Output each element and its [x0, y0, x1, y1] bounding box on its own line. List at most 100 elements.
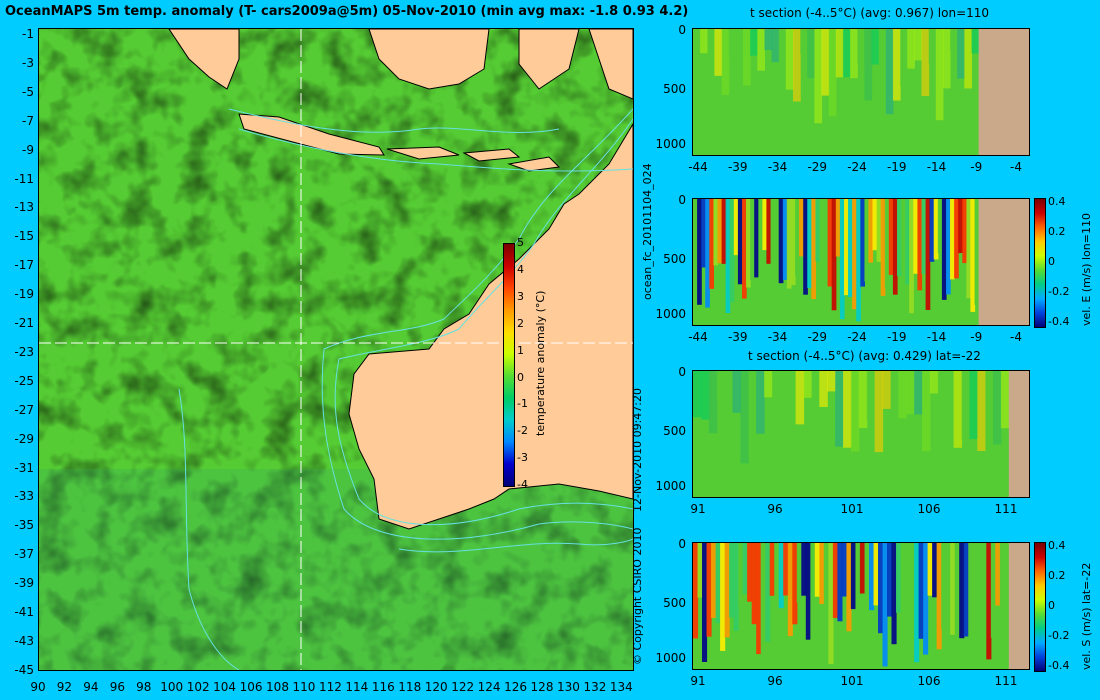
section-cell: [821, 29, 830, 96]
section-cell: [814, 543, 820, 597]
section-land: [978, 199, 1029, 325]
section-cell: [819, 199, 825, 266]
section-cell: [772, 371, 781, 399]
section-cell: [927, 543, 933, 596]
map-lon-tick-label: 114: [345, 680, 369, 694]
panel-y-tick-label: 1000: [655, 137, 686, 151]
section-cell: [786, 199, 792, 289]
section-cell: [878, 29, 887, 109]
section-plot[interactable]: [692, 542, 1030, 670]
section-plot[interactable]: [692, 370, 1030, 498]
section-heatmap: [693, 543, 1029, 669]
map-lat-tick-label: -21: [14, 316, 34, 330]
section-cell: [848, 199, 853, 298]
section-cell: [864, 199, 870, 282]
section-cell: [748, 371, 757, 457]
section-heatmap: [693, 371, 1029, 497]
section-cell: [882, 371, 891, 409]
section-cell: [762, 199, 768, 251]
section-cell: [892, 29, 901, 101]
bathymetry-contours: [178, 108, 633, 670]
map-lon-tick-label: 130: [557, 680, 580, 694]
section-cell: [792, 543, 798, 625]
section-plot[interactable]: [692, 198, 1030, 326]
section-cell: [874, 371, 884, 453]
section-cell: [1004, 543, 1010, 612]
map-lon-tick-label: 108: [266, 680, 289, 694]
section-cell: [793, 29, 801, 102]
section-cell: [937, 371, 947, 411]
section-cell: [737, 199, 743, 285]
velocity-colorbar-tick-label: 0.2: [1048, 569, 1066, 582]
section-cell: [697, 543, 703, 598]
section-cell: [868, 199, 874, 263]
land: [168, 29, 633, 530]
section-cell: [946, 199, 951, 295]
section-cell: [917, 199, 923, 291]
section-cell: [778, 199, 784, 284]
section-cell: [764, 371, 773, 398]
panel-x-tick-label: -24: [847, 160, 867, 174]
section-cell: [832, 543, 838, 618]
section-cell: [850, 371, 860, 452]
section-cell: [859, 543, 865, 594]
map-lon-tick-label: 116: [371, 680, 395, 694]
map-lon-tick-label: 118: [398, 680, 422, 694]
temperature-anomaly-map: [39, 29, 633, 670]
panel-y-tick-label: 1000: [655, 307, 686, 321]
section-cell: [800, 29, 808, 55]
section-cell: [964, 29, 972, 89]
section-cell: [735, 29, 744, 78]
map-lon-tick-label: 104: [213, 680, 237, 694]
timestamp-label: 12-Nov-2010 09:47:20: [631, 387, 644, 512]
section-cell: [880, 199, 886, 296]
section-cell: [925, 199, 931, 310]
section-cell: [913, 199, 918, 274]
panel-x-tick-label: -44: [688, 160, 708, 174]
section-cell: [796, 543, 802, 603]
section-cell: [896, 543, 902, 613]
section-cell: [858, 371, 868, 429]
section-cell: [884, 199, 890, 289]
map-lon-tick-label: 92: [56, 680, 73, 694]
panel-y-tick-label: 500: [663, 596, 686, 610]
section-cell: [864, 543, 870, 656]
section-cell: [856, 199, 861, 322]
section-cell: [898, 371, 907, 419]
section-cell: [705, 199, 710, 308]
section-cell: [932, 543, 938, 598]
section-cell: [837, 543, 843, 622]
section-cell: [942, 29, 951, 89]
section-cell: [782, 199, 788, 280]
map-lon-tick-label: 94: [83, 680, 99, 694]
section-cell: [977, 543, 983, 604]
section-cell: [713, 199, 719, 266]
section-cell: [742, 543, 748, 595]
map-title: OceanMAPS 5m temp. anomaly (T- cars2009a…: [5, 4, 689, 19]
section-cell: [716, 371, 726, 403]
section-plot[interactable]: [692, 28, 1030, 156]
section-cell: [954, 543, 960, 637]
map-lat-tick-label: -19: [14, 287, 34, 302]
map-plot[interactable]: [38, 28, 634, 671]
section-cell: [914, 371, 923, 415]
section-cell: [783, 543, 789, 596]
section-cell: [700, 29, 708, 54]
map-lat-tick-label: -15: [14, 229, 34, 244]
section-cell: [928, 29, 937, 65]
section-cell: [890, 371, 899, 427]
section-cell: [906, 371, 915, 415]
map-lon-tick-label: 90: [30, 680, 46, 694]
section-cell: [754, 199, 759, 278]
section-cell: [933, 199, 939, 260]
section-cell: [961, 371, 970, 440]
map-lon-tick-label: 128: [530, 680, 554, 694]
section-cell: [866, 371, 876, 421]
section-cell: [795, 199, 800, 276]
section-cell: [929, 199, 935, 262]
section-cell: [790, 199, 796, 286]
velocity-colorbar-tick-label: 0: [1048, 599, 1055, 612]
section-cell: [720, 543, 726, 651]
section-cell: [907, 29, 915, 69]
section-cell: [823, 543, 829, 667]
